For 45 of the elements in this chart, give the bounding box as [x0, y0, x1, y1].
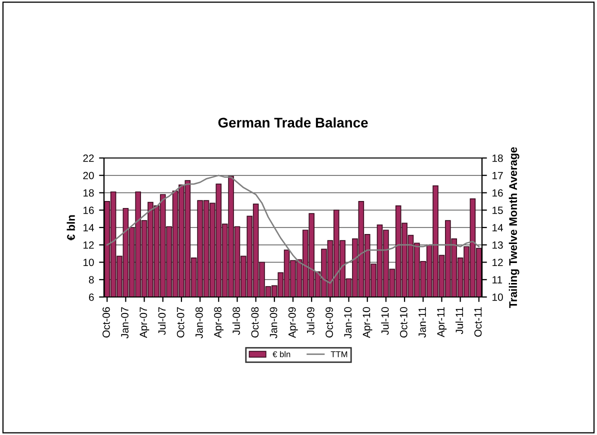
x-tick-label: Apr-08	[214, 307, 224, 338]
y-axis-title: € bln	[66, 215, 75, 240]
y-tick-label: 16	[83, 206, 94, 214]
x-tick-label: Apr-10	[362, 307, 372, 338]
y-tick-label: 10	[83, 258, 94, 266]
x-tick-label: Jul-08	[232, 307, 240, 335]
x-tick-label: Jan-11	[418, 307, 426, 338]
line-series	[106, 174, 480, 284]
y2-tick-label: 16	[492, 189, 503, 197]
y2-tick-label: 14	[492, 224, 504, 232]
y2-axis-title: Trailing Twelve Month Average	[508, 147, 520, 308]
y-tick-label: 20	[83, 172, 94, 180]
x-tick-label: Oct-10	[400, 307, 408, 338]
x-tick-label: Jan-07	[121, 307, 128, 338]
x-tick-label: Jul-11	[455, 307, 464, 334]
x-tick-label: Oct-11	[474, 307, 482, 337]
x-tick-label: Apr-11	[437, 307, 447, 338]
legend-label: TTM	[330, 351, 348, 358]
x-tick-label: Oct-06	[102, 307, 110, 338]
y-tick-label: 14	[83, 224, 94, 232]
y2-tick-label: 17	[492, 172, 503, 180]
x-tick-label: Apr-07	[140, 307, 150, 338]
x-tick-label: Jul-09	[306, 307, 314, 335]
y-tick-label: 8	[88, 276, 94, 284]
y-tick-label: 18	[83, 189, 94, 197]
y2-tick-label: 12	[492, 258, 503, 266]
y2-tick-label: 11	[492, 276, 502, 284]
x-tick-label: Jan-10	[344, 307, 352, 338]
y2-tick-label: 15	[492, 206, 503, 214]
y-tick-label: 6	[89, 294, 94, 301]
y2-tick-label: 13	[492, 241, 503, 249]
chart-title: German Trade Balance	[218, 117, 368, 128]
legend-label: € bln	[272, 351, 290, 358]
y-tick-label: 22	[83, 154, 94, 162]
y-tick-label: 12	[83, 241, 94, 249]
x-tick-label: Apr-09	[288, 307, 298, 338]
x-tick-label: Jul-10	[381, 307, 389, 335]
x-tick-label: Jan-08	[195, 307, 203, 338]
x-tick-label: Jul-07	[158, 307, 166, 335]
x-tick-label: Oct-07	[176, 307, 184, 338]
x-tick-label: Oct-08	[251, 307, 259, 338]
y2-tick-label: 10	[492, 294, 503, 301]
y2-tick-label: 18	[492, 154, 503, 162]
x-tick-label: Oct-09	[326, 307, 333, 338]
x-tick-label: Jan-09	[270, 307, 278, 338]
